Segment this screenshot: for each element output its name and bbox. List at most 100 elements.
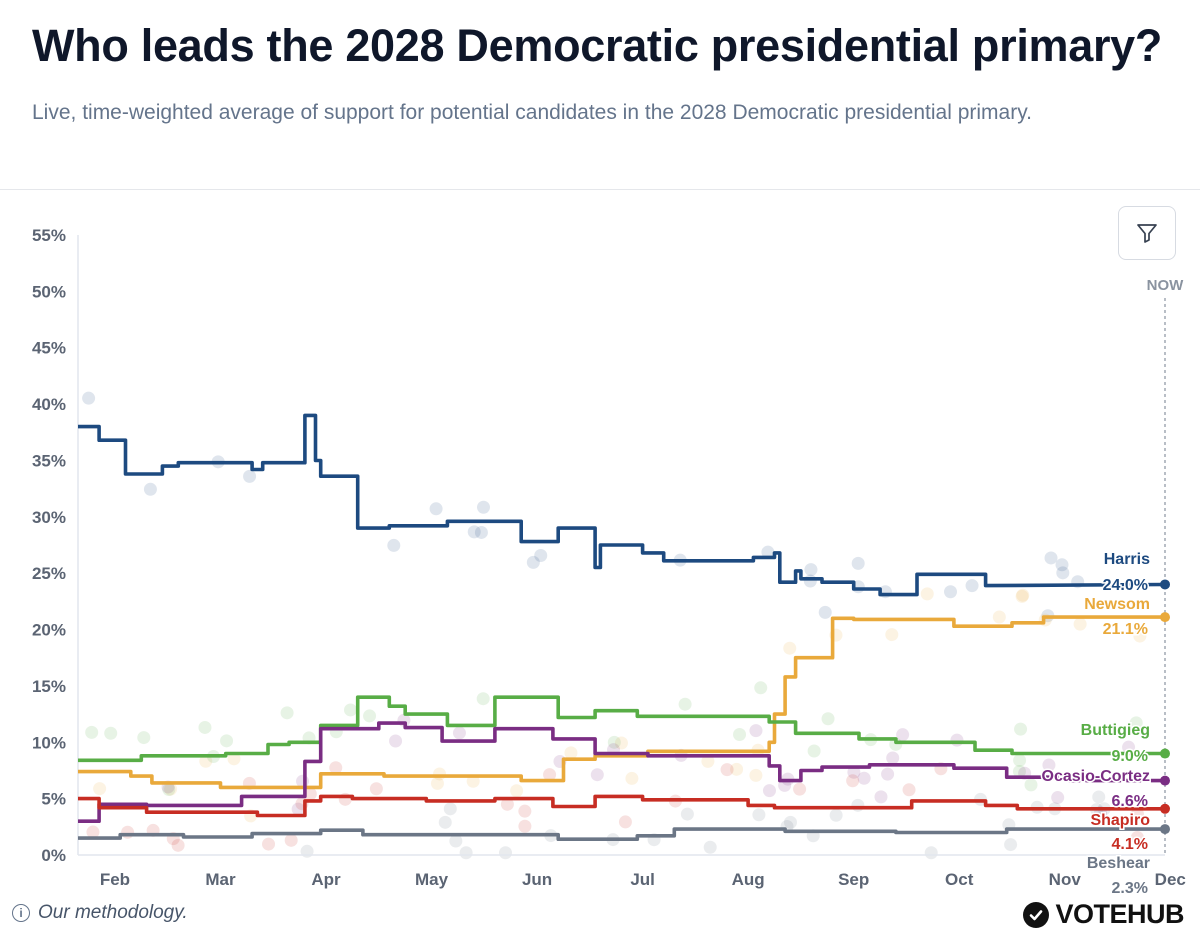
poll-dot	[944, 585, 958, 599]
poll-dot	[389, 734, 403, 748]
poll-dot	[467, 525, 481, 539]
series-name-label: Ocasio-Cortez	[1042, 768, 1150, 785]
series-value-label: 6.6%	[1112, 793, 1148, 810]
poll-dot	[564, 746, 578, 760]
x-tick-label: Dec	[1155, 870, 1186, 889]
poll-dot	[752, 808, 766, 822]
poll-dot	[807, 744, 821, 758]
poll-dot	[851, 556, 865, 570]
poll-dot	[1004, 838, 1018, 852]
poll-dot	[1013, 753, 1027, 767]
poll-dot	[762, 784, 776, 798]
poll-dot	[86, 825, 100, 839]
chart-subtitle: Live, time-weighted average of support f…	[32, 101, 1032, 124]
poll-dot	[590, 768, 604, 782]
x-tick-label: Mar	[205, 870, 236, 889]
poll-dot	[847, 765, 861, 779]
poll-dot	[1016, 588, 1030, 602]
poll-dot	[701, 754, 715, 768]
series-end-dot	[1160, 579, 1170, 590]
series-name-label: Harris	[1104, 551, 1150, 568]
poll-dot	[1133, 629, 1147, 643]
filter-button[interactable]	[1118, 206, 1176, 260]
poll-dot	[438, 815, 452, 829]
poll-dot	[220, 734, 234, 748]
poll-dot	[793, 782, 807, 796]
series-line-harris	[78, 413, 1166, 597]
y-tick-label: 25%	[32, 564, 66, 583]
series-line-buttigieg	[78, 695, 1165, 763]
poll-dot	[1130, 831, 1144, 845]
y-tick-label: 30%	[32, 508, 66, 527]
poll-dot	[857, 771, 871, 785]
end-labels: Harris 24.0% Newsom 21.1% Buttigieg 9.0% Ocasi…	[1040, 550, 1170, 899]
series-line-ocasio-cortez	[78, 721, 1165, 823]
poll-dot	[680, 807, 694, 821]
poll-dot	[1044, 551, 1058, 565]
y-tick-label: 45%	[32, 339, 66, 358]
poll-dot	[1092, 790, 1106, 804]
series-name-label: Beshear	[1087, 855, 1150, 872]
poll-dot	[476, 500, 490, 514]
poll-dot	[518, 804, 532, 818]
poll-dot	[262, 837, 276, 851]
poll-dot	[1051, 791, 1065, 805]
poll-dot	[1056, 566, 1070, 580]
poll-dot	[614, 736, 628, 750]
poll-dot	[992, 610, 1006, 624]
poll-dot	[104, 726, 118, 740]
poll-dot	[1073, 617, 1087, 631]
poll-dot	[443, 802, 457, 816]
poll-dot	[607, 735, 621, 749]
poll-dot	[829, 808, 843, 822]
poll-dot	[881, 767, 895, 781]
poll-dot	[510, 784, 524, 798]
poll-dot	[344, 703, 358, 717]
series-name-label: Buttigieg	[1081, 722, 1150, 739]
poll-dot	[1012, 764, 1026, 778]
poll-dot	[783, 641, 797, 655]
poll-dot	[303, 787, 317, 801]
series-line-shapiro	[78, 794, 1165, 818]
poll-dot	[851, 798, 865, 812]
poll-dot	[121, 825, 135, 839]
methodology-label: Our methodology.	[38, 902, 188, 923]
poll-dot	[730, 762, 744, 776]
poll-dot	[171, 838, 185, 852]
poll-dot	[164, 782, 178, 796]
poll-dot	[162, 783, 176, 797]
poll-dot	[291, 802, 305, 816]
poll-dot	[783, 815, 797, 829]
y-tick-label: 35%	[32, 451, 66, 470]
poll-dot	[902, 783, 916, 797]
poll-dot	[526, 555, 540, 569]
methodology-link[interactable]: i Our methodology.	[12, 902, 188, 924]
series-value-label: 9.0%	[1112, 748, 1148, 765]
poll-dot	[499, 846, 513, 860]
poll-dot	[387, 538, 401, 552]
series-line-beshear	[78, 827, 1165, 841]
x-tick-label: Jun	[522, 870, 552, 889]
poll-dot	[85, 725, 99, 739]
series-value-label: 2.3%	[1112, 880, 1148, 897]
poll-dot	[369, 782, 383, 796]
poll-dot	[733, 728, 747, 742]
poll-dot	[803, 574, 817, 588]
series-end-dot	[1160, 824, 1170, 835]
poll-dot	[1024, 778, 1038, 792]
poll-dot	[1014, 722, 1028, 736]
poll-dot	[243, 469, 257, 483]
poll-dot	[459, 846, 473, 860]
poll-dot	[284, 833, 298, 847]
poll-dot	[543, 768, 557, 782]
series-value-label: 4.1%	[1112, 836, 1148, 853]
poll-dot	[474, 525, 488, 539]
poll-dot	[1042, 758, 1056, 772]
series-value-label: 21.1%	[1103, 621, 1148, 638]
poll-dot	[518, 819, 532, 833]
y-tick-label: 15%	[32, 677, 66, 696]
y-tick-label: 40%	[32, 395, 66, 414]
poll-dot	[452, 726, 466, 740]
poll-dot	[720, 763, 734, 777]
poll-dot	[534, 548, 548, 562]
